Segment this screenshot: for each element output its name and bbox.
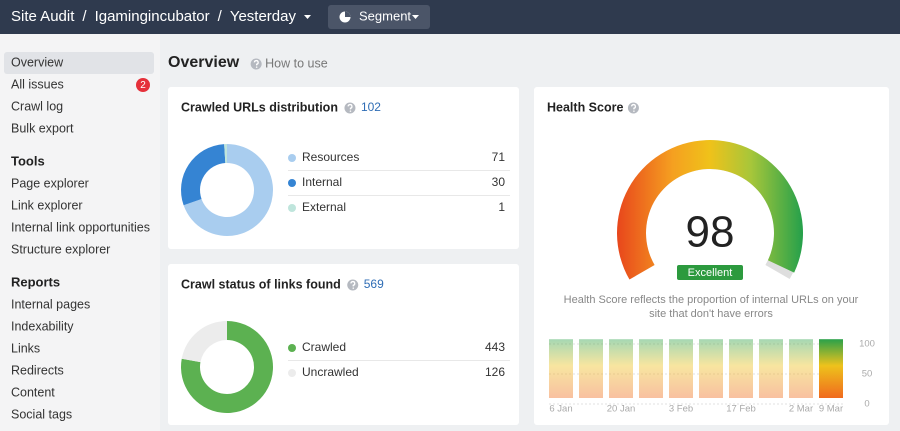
history-bar[interactable] xyxy=(729,339,753,398)
card-total[interactable]: 102 xyxy=(361,100,381,114)
sidebar-item[interactable]: Internal link opportunities xyxy=(11,220,150,234)
legend-dot xyxy=(288,344,296,352)
gauge-value xyxy=(617,140,804,280)
sidebar-active xyxy=(4,52,154,74)
x-tick-label: 20 Jan xyxy=(607,404,636,415)
sidebar-item[interactable]: Crawl log xyxy=(11,99,63,113)
legend-dot xyxy=(288,204,296,212)
segment-icon-cut xyxy=(345,11,351,17)
sidebar-item[interactable]: All issues xyxy=(11,77,64,91)
sidebar-item[interactable]: Page explorer xyxy=(11,176,89,190)
segment-caret xyxy=(412,15,419,19)
legend-value[interactable]: 443 xyxy=(485,340,505,354)
help-icon-dot xyxy=(633,110,635,112)
x-tick-label: 9 Mar xyxy=(819,404,843,415)
segment-button[interactable] xyxy=(328,5,430,29)
dropdown-caret[interactable] xyxy=(303,15,311,19)
history-bar[interactable] xyxy=(699,339,723,398)
breadcrumb-item[interactable]: Igamingincubator xyxy=(95,8,210,25)
sidebar-item[interactable]: Content xyxy=(11,385,55,399)
sidebar-section-title: Tools xyxy=(11,153,45,168)
breadcrumb-item[interactable]: Site Audit xyxy=(11,8,75,25)
rating-badge xyxy=(677,265,743,280)
sidebar-item[interactable]: Overview xyxy=(11,55,64,69)
sidebar-item[interactable]: Internal pages xyxy=(11,297,90,311)
x-tick-label: 3 Feb xyxy=(669,404,693,415)
sidebar-item[interactable]: Indexability xyxy=(11,319,74,333)
health-description: site that don't have errors xyxy=(649,308,773,320)
help-icon-glyph xyxy=(347,103,353,110)
history-bar[interactable] xyxy=(669,339,693,398)
help-icon-glyph xyxy=(350,280,356,287)
legend-label: Uncrawled xyxy=(302,365,359,379)
donut-segment xyxy=(224,144,227,164)
help-link[interactable]: How to use xyxy=(265,56,328,70)
history-bar[interactable] xyxy=(819,339,843,398)
health-description: Health Score reflects the proportion of … xyxy=(564,294,859,306)
legend-label: Crawled xyxy=(302,340,346,354)
legend-dot xyxy=(288,369,296,377)
x-tick-label: 6 Jan xyxy=(549,404,572,415)
sidebar-item[interactable]: Social tags xyxy=(11,407,72,421)
legend-value[interactable]: 71 xyxy=(492,150,506,164)
header-bar xyxy=(0,0,900,34)
rating-label: Excellent xyxy=(688,267,733,279)
history-bar[interactable] xyxy=(609,339,633,398)
donut-segment xyxy=(181,321,227,363)
legend-value[interactable]: 1 xyxy=(498,200,505,214)
help-icon-dot xyxy=(255,66,258,68)
help-icon-dot xyxy=(352,287,354,289)
page-title: Overview xyxy=(168,54,240,71)
sidebar-item[interactable]: Structure explorer xyxy=(11,242,110,256)
sidebar-item[interactable]: Link explorer xyxy=(11,198,83,212)
breadcrumb-item[interactable]: Yesterday xyxy=(230,8,297,25)
legend-dot xyxy=(288,179,296,187)
legend-value[interactable]: 30 xyxy=(492,175,506,189)
history-bar[interactable] xyxy=(639,339,663,398)
issues-badge xyxy=(136,78,150,92)
history-bar[interactable] xyxy=(789,339,813,398)
y-tick-label: 0 xyxy=(864,399,869,410)
card-title: Crawled URLs distribution xyxy=(181,100,338,114)
sidebar-item[interactable]: Redirects xyxy=(11,363,64,377)
help-icon-dot xyxy=(349,110,352,112)
history-bar[interactable] xyxy=(759,339,783,398)
legend-label: Internal xyxy=(302,175,342,189)
legend-dot xyxy=(288,154,296,162)
issues-badge-count: 2 xyxy=(140,80,146,91)
breadcrumb-separator: / xyxy=(82,8,87,25)
legend-label: External xyxy=(302,200,346,214)
legend-label: Resources xyxy=(302,150,359,164)
card-title: Health Score xyxy=(547,100,623,114)
donut-segment xyxy=(180,321,274,414)
breadcrumb-separator: / xyxy=(218,8,223,25)
card-title: Crawl status of links found xyxy=(181,277,341,291)
history-bar[interactable] xyxy=(549,339,573,398)
y-tick-label: 100 xyxy=(859,339,875,350)
help-icon-glyph xyxy=(253,59,259,66)
sidebar-item[interactable]: Bulk export xyxy=(11,121,74,135)
health-score: 98 xyxy=(686,208,735,257)
legend-value[interactable]: 126 xyxy=(485,365,505,379)
donut-segment xyxy=(183,144,274,236)
history-bar[interactable] xyxy=(579,339,603,398)
sidebar xyxy=(0,34,160,431)
help-icon-glyph xyxy=(630,103,637,110)
y-tick-label: 50 xyxy=(862,369,873,380)
donut-segment xyxy=(181,144,226,206)
card-total[interactable]: 569 xyxy=(364,277,384,291)
sidebar-section-title: Reports xyxy=(11,274,60,289)
sidebar-item[interactable]: Links xyxy=(11,341,40,355)
x-tick-label: 17 Feb xyxy=(726,404,756,415)
segment-label[interactable]: Segment xyxy=(359,8,411,23)
x-tick-label: 2 Mar xyxy=(789,404,813,415)
